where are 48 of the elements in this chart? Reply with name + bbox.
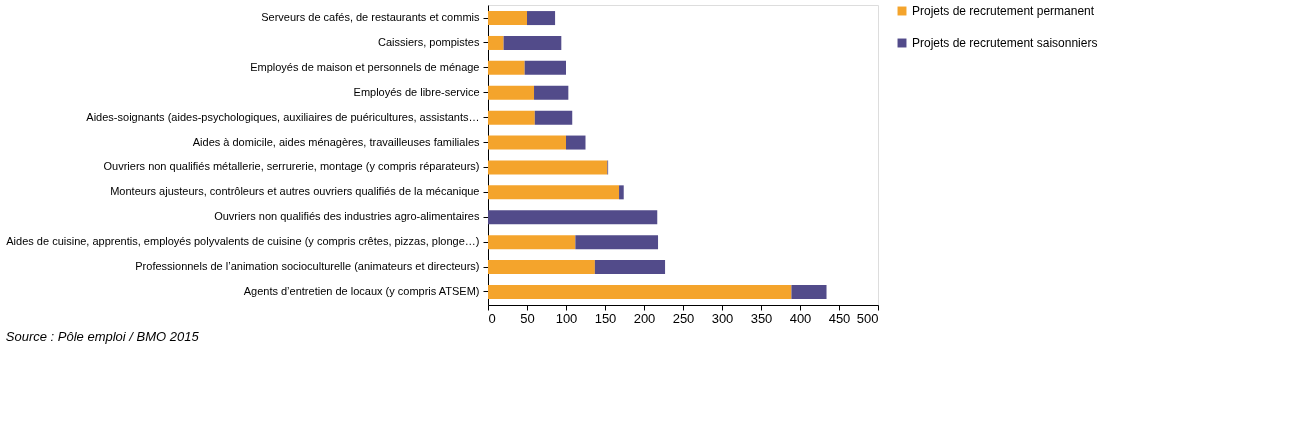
source-note: Source : Pôle emploi / BMO 2015: [5, 329, 200, 344]
x-tick-label: 400: [789, 310, 812, 326]
x-tick-label: 0: [488, 310, 496, 326]
y-tick-label: Ouvriers non qualifiés métallerie, serrurerie, montage (y compris réparateurs): [103, 160, 480, 173]
bar: [488, 110, 535, 125]
bar: [534, 85, 569, 100]
bar: [594, 260, 666, 275]
y-tick-label: Employés de maison et personnels de ménage: [250, 60, 480, 73]
bar: [575, 235, 659, 250]
x-tick-label: 50: [520, 310, 535, 326]
y-tick-label: Agents d’entretien de locaux (y compris ATSEM): [243, 284, 480, 297]
bar: [534, 110, 573, 125]
y-tick-label: Aides de cuisine, apprentis, employés polyvalents de cuisine (y compris crêtes, pizzas, plonge…): [6, 235, 480, 248]
bar: [503, 35, 562, 50]
bar: [488, 260, 595, 275]
legend-label: Projets de recrutement permanent: [912, 4, 1095, 18]
bar: [619, 185, 624, 200]
bar: [488, 135, 566, 150]
x-tick-label: 300: [711, 310, 734, 326]
x-tick-label: 350: [750, 310, 773, 326]
y-tick-label: Serveurs de cafés, de restaurants et commis: [261, 11, 480, 24]
bar: [488, 35, 504, 50]
bar: [527, 11, 556, 26]
x-tick-label: 450: [828, 310, 851, 326]
x-tick-label: 250: [672, 310, 695, 326]
y-tick-label: Aides à domicile, aides ménagères, travailleuses familiales: [192, 135, 480, 148]
bar: [488, 60, 525, 75]
x-tick-label: 500: [856, 310, 879, 326]
y-tick-label: Caissiers, pompistes: [378, 35, 480, 48]
y-tick-label: Employés de libre-service: [353, 85, 480, 98]
y-tick-label: Ouvriers non qualifiés des industries agro-alimentaires: [214, 210, 480, 223]
bar: [488, 11, 527, 26]
bar: [488, 210, 658, 225]
bar: [488, 284, 792, 299]
bar: [488, 185, 620, 200]
bar: [488, 160, 608, 175]
y-tick-label: Aides-soignants (aides-psychologiques, auxiliaires de puéricultures, assistants…: [86, 110, 480, 123]
x-tick-label: 150: [594, 310, 617, 326]
bar: [524, 60, 566, 75]
bar: [791, 284, 827, 299]
x-tick-label: 200: [633, 310, 656, 326]
bar: [488, 85, 535, 100]
bar: [488, 235, 576, 250]
y-tick-label: Monteurs ajusteurs, contrôleurs et autres ouvriers qualifiés de la mécanique: [110, 185, 480, 198]
y-tick-label: Professionnels de l’animation socioculturelle (animateurs et directeurs): [135, 260, 480, 273]
x-tick-label: 100: [555, 310, 578, 326]
bar: [566, 135, 586, 150]
legend-label: Projets de recrutement saisonniers: [912, 36, 1098, 50]
